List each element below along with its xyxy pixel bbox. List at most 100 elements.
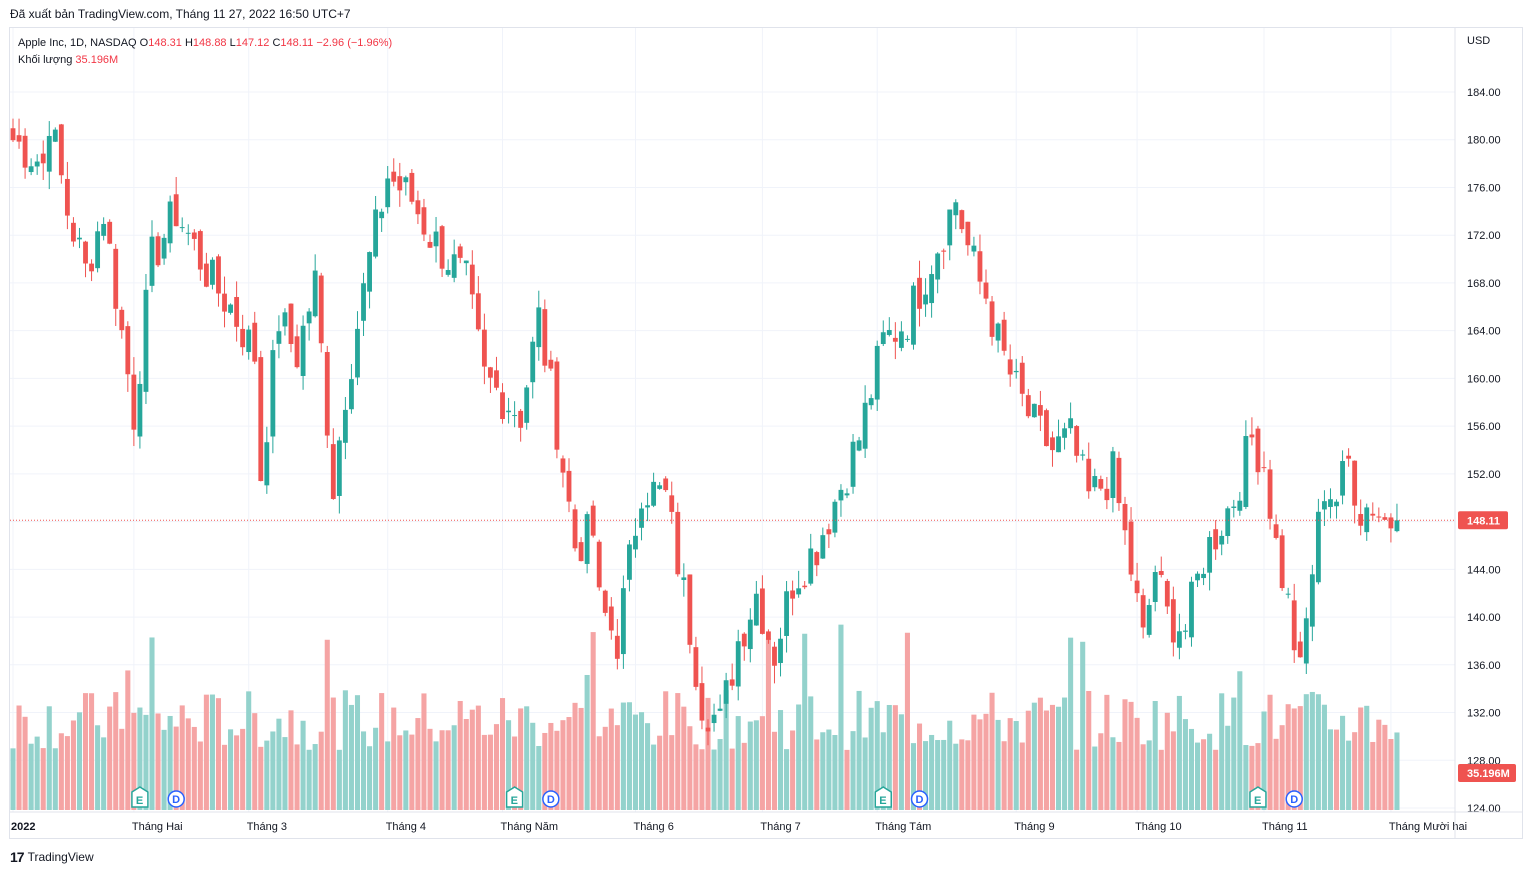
candle-body[interactable] bbox=[1189, 581, 1194, 638]
legend-symbol[interactable]: Apple Inc, 1D, NASDAQ bbox=[18, 37, 137, 49]
candle-body[interactable] bbox=[28, 166, 34, 173]
candle-body[interactable] bbox=[228, 304, 233, 313]
candle-body[interactable] bbox=[1092, 476, 1098, 488]
candle-body[interactable] bbox=[989, 301, 995, 337]
candle-body[interactable] bbox=[1273, 524, 1279, 538]
candle-body[interactable] bbox=[282, 312, 288, 327]
candle-body[interactable] bbox=[107, 221, 113, 244]
candle-body[interactable] bbox=[131, 374, 137, 430]
candle-body[interactable] bbox=[1158, 570, 1164, 575]
candle-body[interactable] bbox=[216, 256, 221, 294]
candle-body[interactable] bbox=[1122, 503, 1128, 531]
candle-body[interactable] bbox=[657, 485, 663, 489]
candle-body[interactable] bbox=[155, 236, 161, 266]
candle-body[interactable] bbox=[125, 326, 131, 375]
candle-body[interactable] bbox=[820, 535, 826, 559]
candle-body[interactable] bbox=[119, 309, 125, 331]
candle-body[interactable] bbox=[935, 253, 941, 280]
candle-body[interactable] bbox=[1062, 428, 1067, 438]
candle-body[interactable] bbox=[463, 260, 469, 264]
candle-body[interactable] bbox=[1213, 529, 1219, 550]
candle-body[interactable] bbox=[1394, 520, 1400, 532]
candle-body[interactable] bbox=[373, 209, 379, 257]
candle-body[interactable] bbox=[796, 588, 802, 595]
candle-body[interactable] bbox=[222, 293, 227, 312]
candle-body[interactable] bbox=[911, 285, 916, 345]
candle-body[interactable] bbox=[959, 210, 965, 230]
legend-volume-label[interactable]: Khối lượng bbox=[18, 54, 73, 66]
candle-body[interactable] bbox=[173, 194, 179, 227]
candle-body[interactable] bbox=[77, 237, 82, 240]
candle-body[interactable] bbox=[675, 511, 681, 575]
candle-body[interactable] bbox=[203, 263, 209, 287]
candle-body[interactable] bbox=[89, 263, 94, 272]
earnings-event-icon[interactable] bbox=[874, 786, 893, 808]
candle-body[interactable] bbox=[1303, 618, 1309, 664]
candle-body[interactable] bbox=[391, 171, 397, 182]
candle-body[interactable] bbox=[1086, 458, 1092, 492]
candle-body[interactable] bbox=[481, 329, 487, 367]
candle-body[interactable] bbox=[16, 135, 22, 142]
candle-body[interactable] bbox=[772, 646, 777, 666]
candle-body[interactable] bbox=[681, 577, 687, 580]
candle-body[interactable] bbox=[1056, 436, 1061, 453]
candle-body[interactable] bbox=[929, 274, 935, 304]
candle-body[interactable] bbox=[530, 341, 536, 383]
candle-body[interactable] bbox=[1104, 488, 1110, 501]
candle-body[interactable] bbox=[336, 440, 342, 496]
candle-body[interactable] bbox=[433, 231, 439, 247]
candle-body[interactable] bbox=[40, 153, 46, 164]
candle-body[interactable] bbox=[766, 631, 771, 640]
candle-body[interactable] bbox=[1007, 359, 1013, 375]
candle-body[interactable] bbox=[1074, 426, 1080, 456]
candle-body[interactable] bbox=[1243, 436, 1249, 507]
candle-body[interactable] bbox=[1376, 516, 1382, 518]
candle-body[interactable] bbox=[197, 231, 203, 270]
candle-body[interactable] bbox=[349, 379, 354, 410]
candle-body[interactable] bbox=[445, 270, 451, 275]
candle-body[interactable] bbox=[905, 338, 910, 340]
candle-body[interactable] bbox=[1201, 573, 1206, 579]
candle-body[interactable] bbox=[1128, 521, 1134, 575]
candle-body[interactable] bbox=[367, 252, 372, 292]
dividend-event-icon[interactable] bbox=[542, 790, 560, 808]
candle-body[interactable] bbox=[741, 633, 747, 647]
candle-body[interactable] bbox=[1098, 479, 1104, 489]
candle-body[interactable] bbox=[52, 129, 58, 142]
candle-body[interactable] bbox=[137, 383, 143, 437]
candle-body[interactable] bbox=[1050, 437, 1055, 451]
candle-body[interactable] bbox=[1322, 501, 1327, 510]
candle-body[interactable] bbox=[1255, 428, 1261, 473]
candle-body[interactable] bbox=[95, 231, 101, 269]
candle-body[interactable] bbox=[113, 248, 119, 309]
candle-body[interactable] bbox=[439, 226, 445, 269]
candle-body[interactable] bbox=[1164, 580, 1170, 607]
candle-body[interactable] bbox=[1249, 434, 1255, 438]
candle-body[interactable] bbox=[880, 332, 886, 345]
dividend-event-icon[interactable] bbox=[910, 790, 929, 808]
candle-body[interactable] bbox=[1080, 454, 1086, 456]
candle-body[interactable] bbox=[633, 535, 638, 550]
candle-body[interactable] bbox=[953, 202, 959, 216]
candle-body[interactable] bbox=[451, 254, 457, 278]
candle-body[interactable] bbox=[64, 178, 70, 216]
candle-body[interactable] bbox=[983, 282, 989, 299]
candle-body[interactable] bbox=[469, 264, 475, 295]
candle-body[interactable] bbox=[977, 251, 983, 282]
candle-body[interactable] bbox=[1025, 395, 1031, 417]
candle-body[interactable] bbox=[185, 232, 191, 234]
candle-body[interactable] bbox=[1031, 403, 1037, 418]
candle-body[interactable] bbox=[101, 223, 107, 236]
candle-body[interactable] bbox=[149, 236, 155, 286]
candle-body[interactable] bbox=[602, 590, 608, 613]
candle-body[interactable] bbox=[324, 352, 330, 436]
candle-body[interactable] bbox=[917, 277, 922, 309]
candle-body[interactable] bbox=[784, 591, 789, 636]
candle-body[interactable] bbox=[995, 323, 1001, 341]
candle-body[interactable] bbox=[717, 708, 723, 711]
candle-body[interactable] bbox=[705, 727, 711, 732]
candle-body[interactable] bbox=[560, 458, 566, 473]
candle-body[interactable] bbox=[306, 311, 312, 324]
candle-body[interactable] bbox=[898, 331, 904, 348]
candle-body[interactable] bbox=[342, 409, 348, 443]
